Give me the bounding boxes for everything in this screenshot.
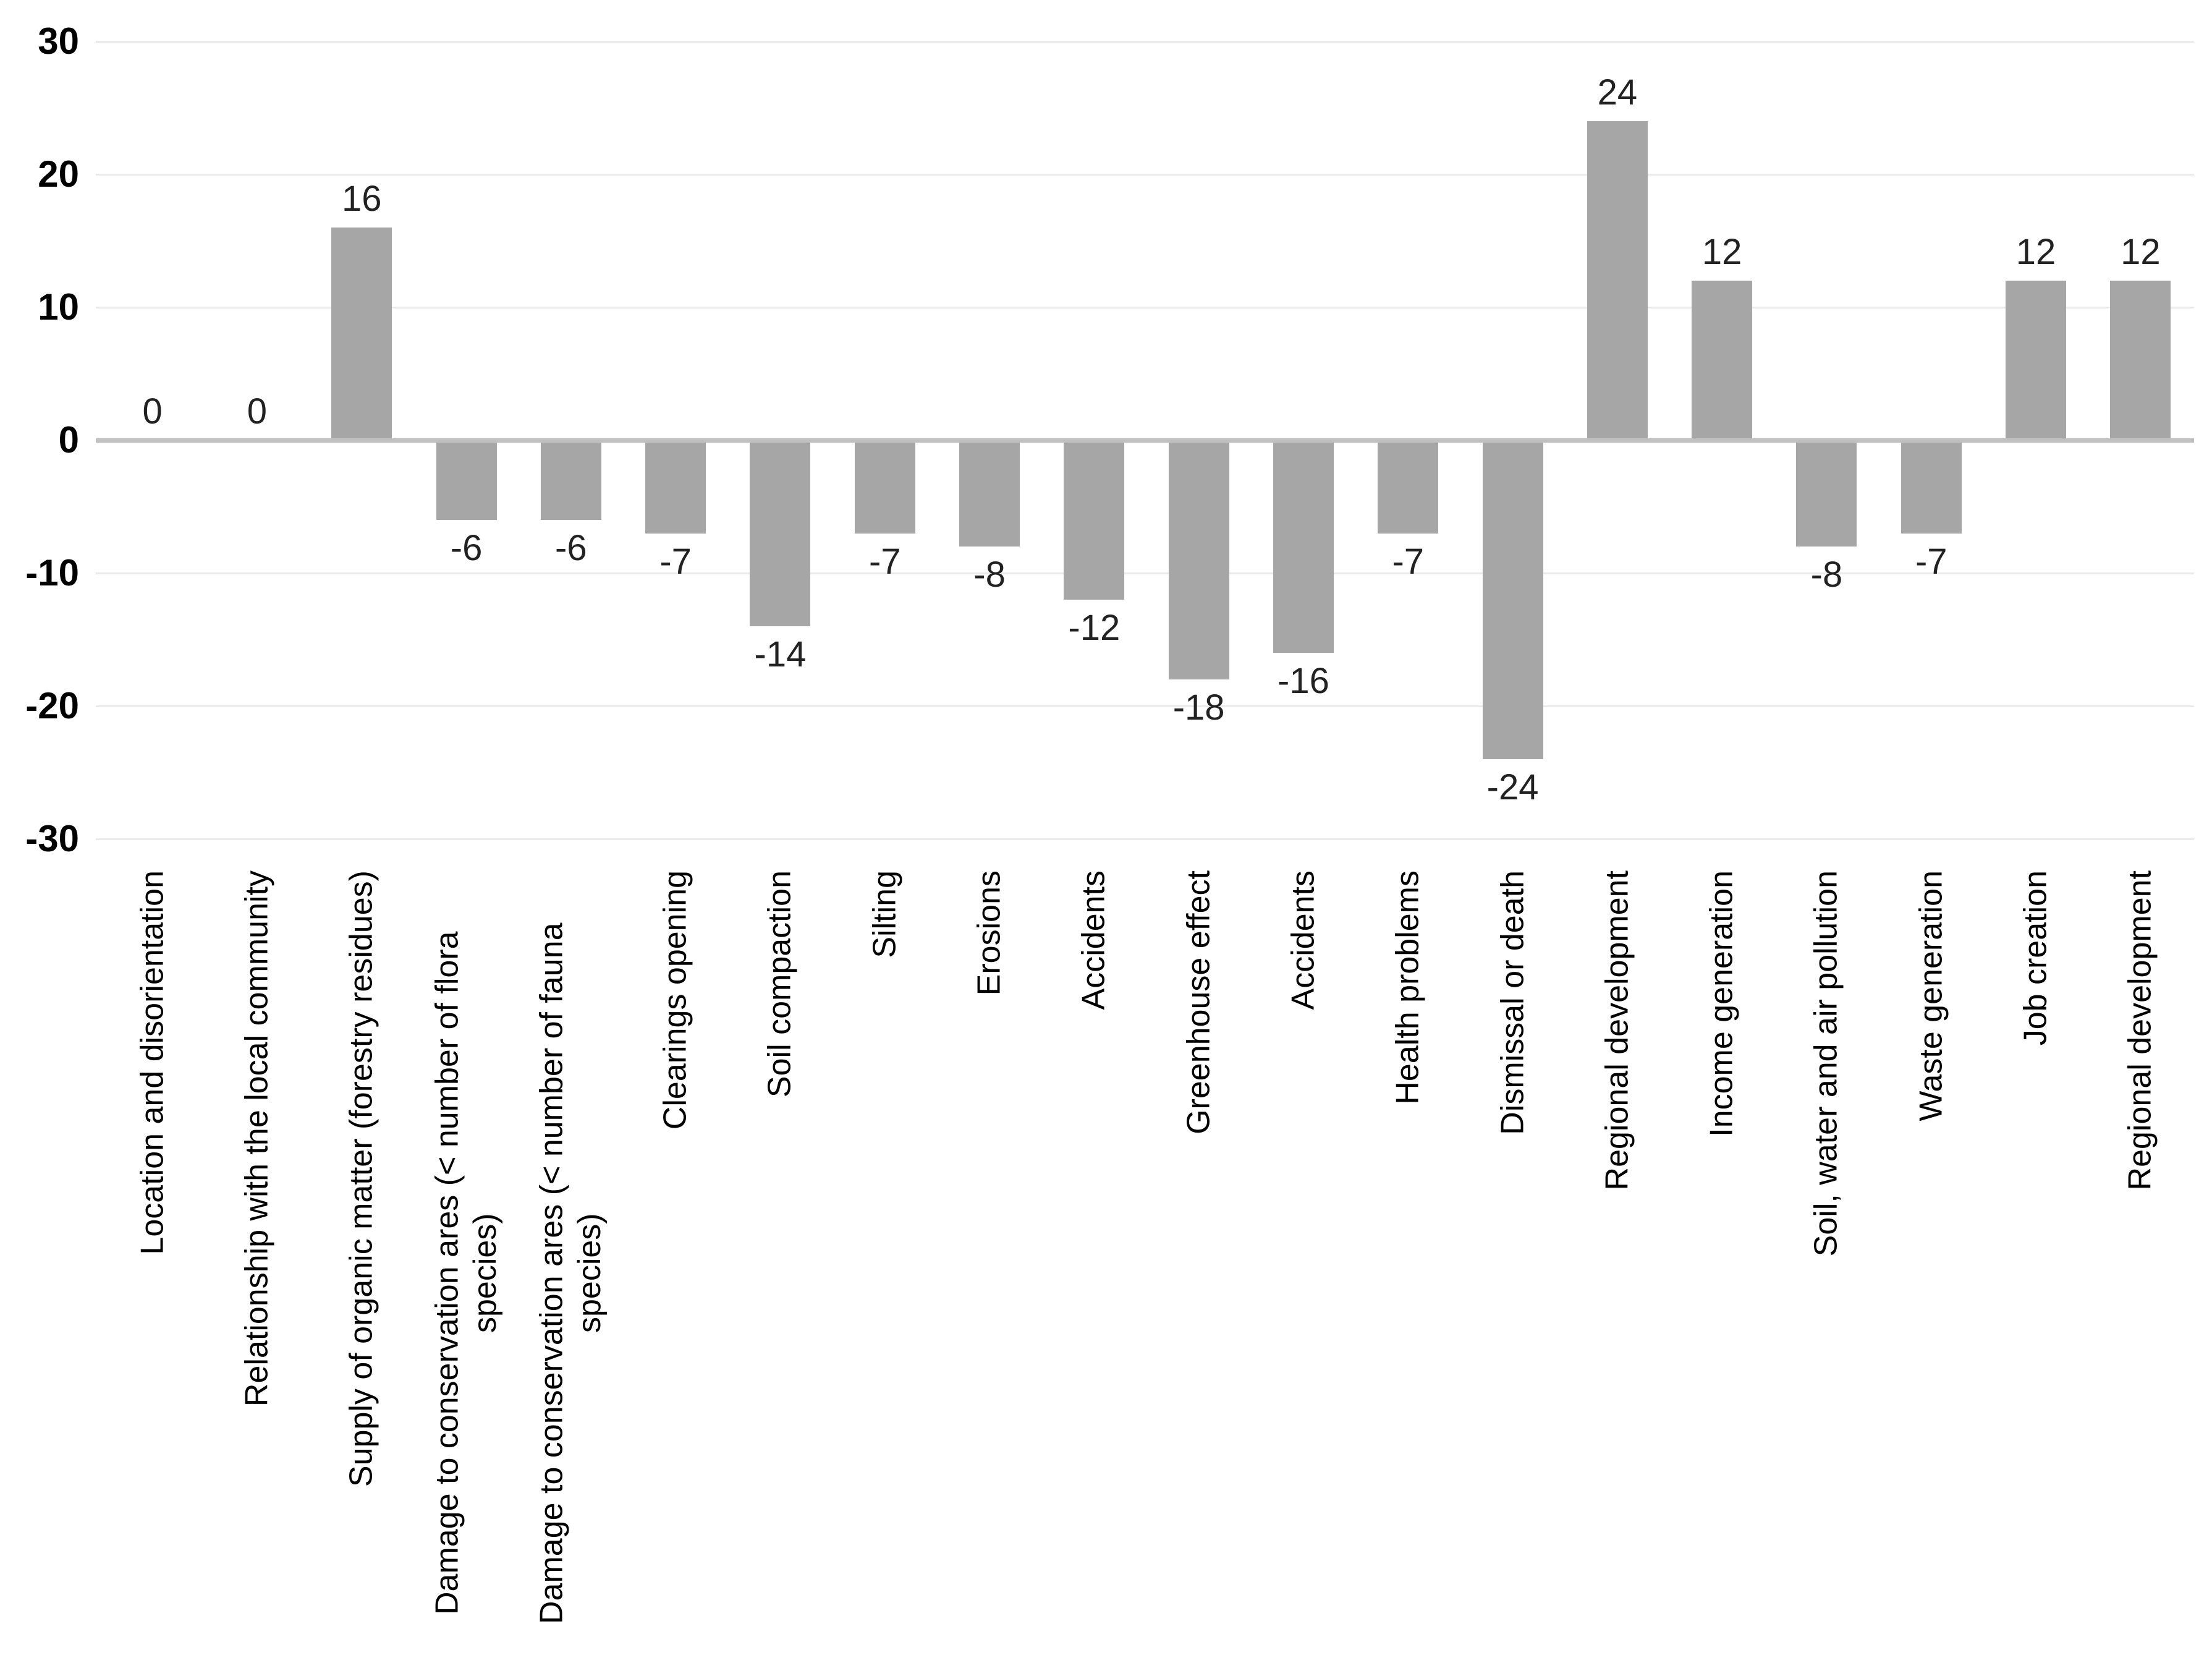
category-label: Relationship with the local community: [239, 870, 275, 1407]
category-label: Greenhouse effect: [1180, 870, 1216, 1134]
gridline-y20: [96, 174, 2194, 176]
category-label: Job creation: [2017, 870, 2054, 1046]
bar-value-label: 12: [2015, 232, 2056, 272]
y-tick-label-0: 0: [58, 419, 79, 461]
y-tick-label-30: 30: [38, 20, 79, 62]
bar: [645, 440, 706, 534]
category-label: Accidents: [1285, 870, 1321, 1010]
bar: [1064, 440, 1125, 600]
bar: [2006, 281, 2067, 440]
bar: [1168, 440, 1229, 679]
bar: [436, 440, 497, 520]
bar: [854, 440, 915, 534]
category-label: Damage to conservation ares (< number of…: [429, 931, 503, 1615]
gridline-y30: [96, 41, 2194, 43]
y-tick-label--30: -30: [25, 818, 79, 859]
bar: [1692, 281, 1753, 440]
bar: [2110, 281, 2171, 440]
gridline-y-20: [96, 705, 2194, 707]
category-label: Dismissal or death: [1494, 870, 1530, 1135]
bar-value-label: -6: [450, 528, 483, 568]
y-tick-label-20: 20: [38, 153, 79, 195]
bar-value-label: -8: [973, 555, 1006, 595]
bar-value-label: -8: [1810, 555, 1843, 595]
gridline-y10: [96, 307, 2194, 308]
bar-value-label: 24: [1597, 72, 1638, 113]
category-label: Silting: [867, 870, 903, 958]
bar-value-label: 12: [1701, 232, 1742, 272]
bar-value-label: 0: [142, 391, 163, 432]
gridline-y-30: [96, 838, 2194, 840]
category-label: Erosions: [971, 870, 1007, 996]
bar-value-label: -24: [1486, 767, 1539, 807]
category-label: Accidents: [1075, 870, 1112, 1010]
category-label: Income generation: [1703, 870, 1740, 1137]
category-label: Regional development: [1599, 870, 1635, 1191]
bar-value-label: -16: [1278, 661, 1329, 701]
category-label: Regional development: [2122, 870, 2158, 1191]
y-tick-label--20: -20: [25, 685, 79, 726]
y-tick-label--10: -10: [25, 552, 79, 593]
bar-value-label: -7: [1915, 541, 1947, 582]
bar-value-label: -7: [868, 541, 901, 582]
bar: [1482, 440, 1543, 759]
bar-value-label: 12: [2121, 232, 2161, 272]
bar-value-label: -7: [1392, 541, 1425, 582]
category-label: Soil compaction: [761, 870, 798, 1098]
bar-value-label: -18: [1172, 687, 1225, 728]
category-label: Clearings opening: [657, 870, 693, 1130]
bar-value-label: -12: [1068, 608, 1121, 648]
bar: [1796, 440, 1857, 547]
category-label: Damage to conservation ares (< number of…: [533, 922, 608, 1624]
bar-value-label: -6: [555, 528, 587, 568]
category-label: Waste generation: [1913, 870, 1949, 1121]
category-label: Soil, water and air pollution: [1808, 870, 1844, 1257]
bar-value-label: -14: [754, 634, 807, 674]
bar: [959, 440, 1020, 547]
bar: [1273, 440, 1334, 653]
category-label: Supply of organic matter (forestry resid…: [343, 870, 379, 1487]
bar: [1587, 121, 1648, 440]
category-label: Health problems: [1389, 870, 1426, 1105]
bar-value-label: 16: [341, 179, 382, 219]
y-tick-label-10: 10: [38, 286, 79, 328]
bar: [1901, 440, 1962, 534]
category-label: Location and disorientation: [133, 870, 170, 1255]
zero-axis-line: [96, 438, 2194, 443]
bar-value-label: 0: [247, 391, 268, 432]
bar-value-label: -7: [659, 541, 692, 582]
bar: [331, 228, 392, 440]
bar: [540, 440, 601, 520]
bar: [750, 440, 811, 626]
bar: [1378, 440, 1439, 534]
gridline-y-10: [96, 572, 2194, 574]
